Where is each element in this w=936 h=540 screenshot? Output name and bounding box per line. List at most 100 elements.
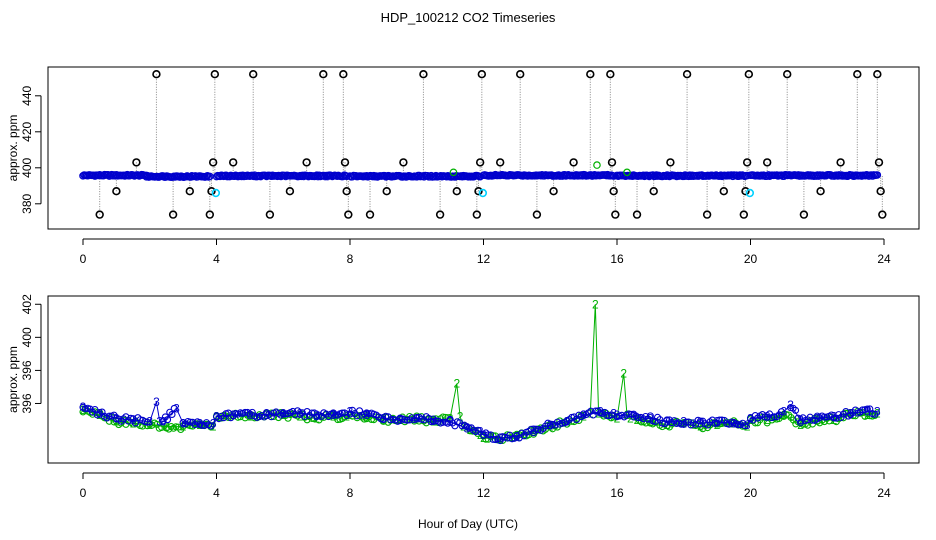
series3-point	[189, 418, 197, 426]
y-tick-label: 380	[20, 193, 34, 213]
calibration-point	[419, 69, 428, 79]
series2-marker: 2	[457, 410, 464, 424]
calibration-point	[342, 187, 351, 196]
series3-marker: 3	[430, 413, 437, 427]
series3-marker: 3	[363, 408, 370, 422]
series3-point	[143, 418, 151, 426]
calibration-point	[741, 187, 750, 196]
calibration-point	[210, 69, 220, 79]
series3-marker: 3	[697, 416, 704, 430]
calibration-point	[95, 210, 104, 219]
calibration-point	[265, 210, 275, 219]
calibration-point	[339, 69, 348, 79]
series3-marker: 3	[480, 428, 487, 442]
series3-point	[248, 408, 256, 416]
series3-marker: 3	[230, 408, 237, 422]
series3-marker: 3	[96, 406, 103, 420]
series2-marker: 2	[697, 420, 704, 434]
series3-point	[202, 419, 211, 427]
x-tick-label: 12	[477, 486, 491, 500]
series3-point	[164, 416, 172, 424]
series3-point	[627, 410, 635, 418]
series3-point	[298, 409, 306, 417]
calibration-point	[382, 187, 391, 196]
x-tick-label: 0	[80, 486, 87, 500]
series3-marker: 3	[113, 411, 120, 425]
series3-marker: 3	[647, 411, 654, 425]
series3-marker: 3	[80, 400, 87, 414]
series3-point	[808, 416, 817, 424]
series2-marker: 2	[447, 411, 454, 425]
series3-marker: 3	[730, 416, 737, 430]
series3-point	[207, 422, 215, 430]
series3-point	[446, 415, 454, 423]
calibration-point	[799, 210, 809, 219]
calibration-point	[205, 210, 215, 219]
calibration-point	[477, 69, 487, 79]
calibration-point	[739, 210, 749, 219]
series3-marker: 3	[463, 421, 470, 435]
x-tick-label: 8	[347, 252, 354, 266]
series2-marker: 2	[781, 408, 788, 422]
calibration-point	[682, 69, 692, 79]
y-axis-label: approx. ppm	[6, 346, 20, 413]
series2-marker: 2	[146, 418, 153, 432]
series3-marker: 3	[597, 405, 604, 419]
series3-point	[711, 419, 719, 427]
series3-point	[718, 416, 726, 424]
series3-point	[105, 412, 113, 420]
series3-point	[858, 406, 867, 414]
series2-marker: 2	[130, 416, 137, 430]
calibration-point	[569, 158, 578, 167]
y-tick-label: 420	[20, 121, 34, 141]
calibration-point	[399, 158, 408, 167]
calibration-point	[836, 158, 845, 167]
calibration-point	[132, 158, 141, 167]
series3-marker: 3	[874, 405, 881, 419]
series3-marker: 3	[173, 401, 180, 415]
calibration-point	[742, 158, 752, 167]
series3-point	[520, 432, 528, 440]
series3-point	[474, 426, 482, 434]
series3-marker: 3	[247, 408, 254, 422]
series2-point	[449, 168, 458, 177]
chart-title: HDP_100212 CO2 Timeseries	[381, 10, 556, 25]
calibration-point	[702, 210, 712, 219]
series3-point	[653, 413, 662, 421]
series3-marker: 3	[477, 425, 484, 439]
reference-point	[745, 188, 755, 198]
reference-point	[211, 188, 221, 198]
x-tick-label: 20	[744, 486, 758, 500]
calibration-point	[719, 187, 728, 196]
series3-marker: 3	[680, 415, 687, 429]
series3-point	[734, 421, 742, 429]
series3-point	[427, 418, 435, 426]
calibration-point	[340, 158, 350, 167]
calibration-point	[666, 158, 675, 167]
calibration-point	[873, 69, 882, 79]
calibration-point	[649, 187, 658, 196]
series3-marker: 3	[343, 408, 350, 422]
series3-marker: 3	[764, 410, 771, 424]
calibration-point	[874, 158, 884, 167]
series3-marker: 3	[797, 413, 804, 427]
series3-marker: 3	[263, 408, 270, 422]
series3-marker: 3	[210, 416, 217, 430]
series3-marker: 3	[714, 415, 721, 429]
series3-marker: 3	[347, 405, 354, 419]
series3-marker: 3	[153, 395, 160, 409]
calibration-point	[586, 69, 595, 79]
series3-point	[741, 422, 749, 430]
calibration-point	[607, 158, 617, 167]
x-tick-label: 16	[610, 252, 624, 266]
series3-marker: 3	[196, 416, 203, 430]
x-tick-label: 0	[80, 252, 87, 266]
series3-point	[532, 425, 540, 433]
x-tick-label: 8	[347, 486, 354, 500]
calibration-point	[208, 158, 218, 167]
series3-point	[591, 407, 600, 415]
x-tick-label: 24	[877, 252, 891, 266]
series3-point	[484, 431, 492, 439]
